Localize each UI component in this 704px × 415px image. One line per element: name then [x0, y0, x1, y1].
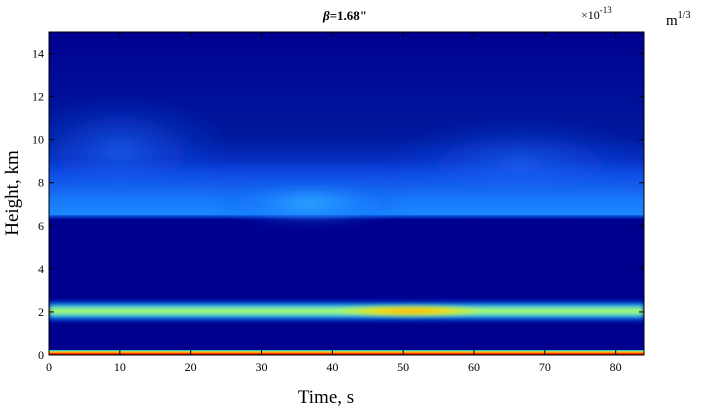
y-axis-label: Height, km — [2, 150, 23, 236]
layer-2km-peak — [335, 306, 485, 316]
y-tick-label: 2 — [38, 305, 44, 319]
plot-area — [49, 32, 644, 355]
x-tick-label: 60 — [468, 360, 480, 374]
x-tick-label: 30 — [256, 360, 268, 374]
colorbar-exponent: ×10-13 — [581, 5, 612, 22]
y-tick-label: 4 — [38, 262, 44, 276]
y-tick-label: 14 — [32, 47, 44, 61]
y-tick-label: 10 — [32, 133, 44, 147]
chart-title: β=1.68" — [322, 8, 367, 23]
x-tick-label: 70 — [539, 360, 551, 374]
x-tick-label: 80 — [610, 360, 622, 374]
x-tick-label: 40 — [326, 360, 338, 374]
x-tick-label: 50 — [397, 360, 409, 374]
y-tick-label: 8 — [38, 176, 44, 190]
y-tick-label: 6 — [38, 219, 44, 233]
units-label: m1/3 — [666, 10, 690, 29]
x-tick-label: 10 — [114, 360, 126, 374]
y-tick-label: 12 — [32, 90, 44, 104]
x-tick-label: 20 — [185, 360, 197, 374]
x-tick-label: 0 — [46, 360, 52, 374]
y-tick-label: 0 — [38, 348, 44, 362]
layer-7km-peak — [215, 183, 405, 223]
surface-layer — [49, 350, 644, 355]
y-axis-ticks: 0 2 4 6 8 10 12 14 — [32, 47, 644, 362]
x-axis-label: Time, s — [298, 387, 354, 408]
plot-frame — [48, 31, 645, 356]
x-axis-ticks: 0 10 20 30 40 50 60 70 80 — [46, 32, 622, 374]
